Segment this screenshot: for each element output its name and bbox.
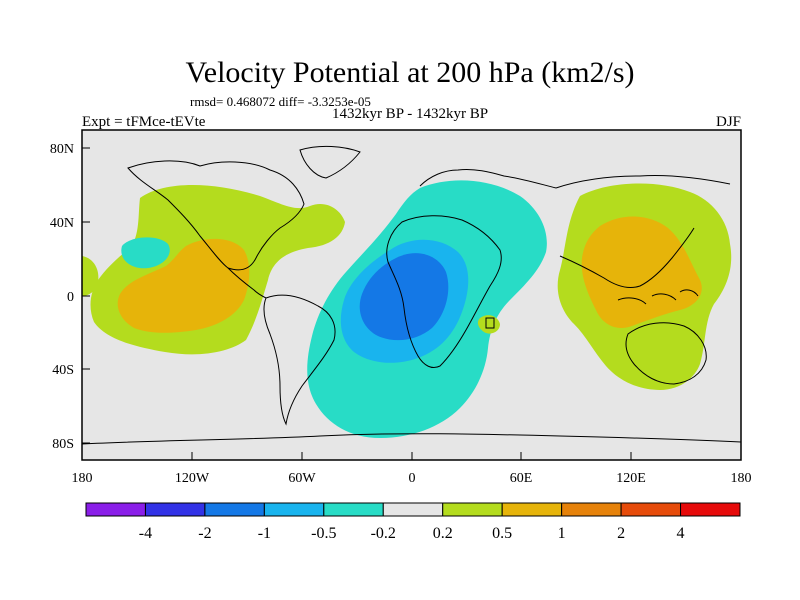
stats-line: rmsd= 0.468072 diff= -3.3253e-05	[190, 94, 371, 109]
coast-australia	[625, 322, 707, 385]
colorbar-label: 1	[558, 525, 566, 542]
colorbar-swatch	[263, 502, 325, 517]
y-axis	[82, 147, 90, 444]
colorbar-swatch	[85, 502, 146, 517]
coastlines	[82, 145, 741, 445]
colorbar-swatch	[144, 502, 206, 517]
colorbar-label: -0.2	[371, 525, 396, 542]
x-tick-label-120e: 120E	[616, 471, 646, 486]
contour-pos-dateline-edge	[82, 256, 99, 296]
colorbar-swatch	[620, 502, 682, 517]
colorbar-label: 0.5	[492, 525, 512, 542]
x-tick-label-60e: 60E	[510, 471, 533, 486]
colorbar-swatch	[382, 502, 444, 517]
left-label: Expt = tFMce-tEVte	[82, 114, 206, 130]
contour-pos-east-pacific	[117, 238, 250, 333]
colorbar-labels: -4 -2 -1 -0.5 -0.2 0.2 0.5 1 2 4	[139, 525, 685, 542]
map-marker-madagascar	[485, 317, 495, 329]
chart-title: Velocity Potential at 200 hPa (km2/s)	[185, 56, 634, 89]
colorbar-label: 4	[677, 525, 685, 542]
y-tick-label-0: 0	[67, 290, 74, 305]
coast-europe	[419, 169, 557, 189]
colorbar-label: 2	[617, 525, 625, 542]
colorbar-label: -1	[258, 525, 271, 542]
y-tick-label-80s: 80S	[52, 437, 74, 452]
x-tick-label-180w: 180	[72, 471, 93, 486]
colorbar-swatch	[561, 502, 622, 517]
coast-greenland	[299, 145, 361, 179]
colorbar-swatch	[323, 502, 384, 517]
colorbar-swatch	[680, 502, 741, 517]
center-label: 1432kyr BP - 1432kyr BP	[332, 106, 488, 122]
colorbar-label: -0.5	[311, 525, 336, 542]
colorbar-label: -2	[198, 525, 211, 542]
right-label: DJF	[716, 114, 741, 130]
x-tick-label-180e: 180	[731, 471, 752, 486]
x-tick-label-0: 0	[409, 471, 416, 486]
contour-neg-south-atlantic	[359, 253, 449, 341]
coast-maritime-continent	[617, 289, 699, 305]
x-axis	[81, 452, 742, 460]
colorbar-swatch	[501, 502, 563, 517]
y-tick-label-40s: 40S	[52, 363, 74, 378]
colorbar-label: -4	[139, 525, 152, 542]
coast-africa	[386, 215, 502, 369]
y-tick-label-40n: 40N	[50, 216, 74, 231]
x-tick-label-120w: 120W	[175, 471, 210, 486]
coast-south-america	[263, 294, 336, 426]
coast-central-america	[227, 267, 267, 299]
colorbar-swatch	[442, 502, 503, 517]
contour-neg-hawaii	[121, 237, 170, 269]
coast-antarctica	[82, 433, 741, 445]
map-area	[82, 130, 741, 460]
coast-north-america	[127, 160, 305, 271]
coast-asia	[555, 174, 731, 289]
colorbar	[85, 502, 741, 517]
y-tick-label-80n: 80N	[50, 142, 74, 157]
colorbar-swatch	[204, 502, 265, 517]
contour-pos-west-pacific-core	[581, 216, 702, 329]
colorbar-label: 0.2	[433, 525, 453, 542]
x-tick-label-60w: 60W	[288, 471, 316, 486]
